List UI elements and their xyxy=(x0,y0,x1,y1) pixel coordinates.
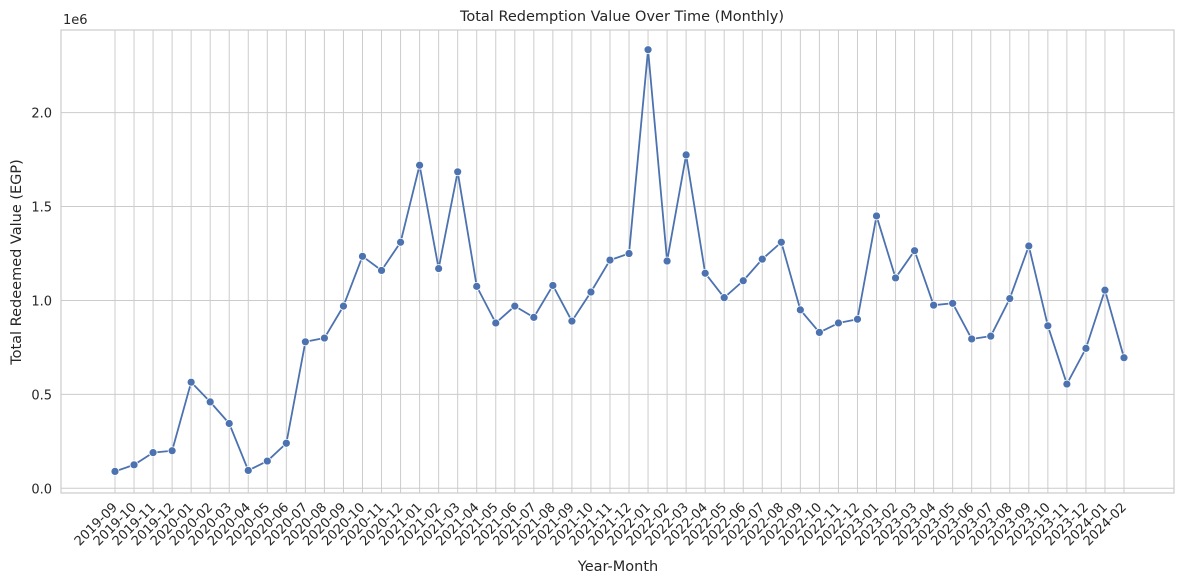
data-point xyxy=(300,337,310,347)
data-point xyxy=(853,314,862,324)
data-point xyxy=(643,45,653,55)
data-point xyxy=(339,301,348,311)
x-axis-label: Year-Month xyxy=(577,559,658,575)
data-point xyxy=(719,293,729,303)
data-point xyxy=(814,328,824,337)
data-point xyxy=(434,264,444,273)
data-point xyxy=(110,466,120,476)
data-point xyxy=(948,298,958,308)
data-point xyxy=(491,318,501,328)
y-tick-label: 0.5 xyxy=(31,388,52,403)
chart-title: Total Redemption Value Over Time (Monthl… xyxy=(459,9,784,25)
data-point xyxy=(415,160,425,170)
data-point xyxy=(205,397,215,407)
data-point xyxy=(929,300,939,310)
data-point xyxy=(320,333,329,343)
data-point xyxy=(529,312,539,322)
data-point xyxy=(358,251,367,261)
data-point xyxy=(453,167,463,177)
y-tick-label: 1.5 xyxy=(31,201,52,216)
data-point xyxy=(1081,343,1091,353)
data-point xyxy=(605,255,615,265)
y-offset-label: 1e6 xyxy=(63,13,88,28)
data-point xyxy=(281,438,291,448)
data-point xyxy=(700,268,710,278)
data-point xyxy=(624,249,634,258)
data-point xyxy=(910,246,919,256)
data-point xyxy=(757,254,767,264)
data-point xyxy=(186,377,196,387)
data-point xyxy=(472,281,482,291)
data-point xyxy=(891,273,900,283)
data-point xyxy=(377,266,386,275)
data-point xyxy=(396,237,405,247)
y-tick-label: 2.0 xyxy=(31,107,52,122)
data-point xyxy=(1024,241,1034,251)
y-tick-label: 0.0 xyxy=(31,482,52,497)
x-tick-labels: 2019-092019-102019-112019-122020-012020-… xyxy=(72,500,1130,549)
data-point xyxy=(224,419,234,428)
data-point xyxy=(1119,353,1129,363)
data-point xyxy=(1062,379,1072,389)
data-point xyxy=(243,466,253,475)
data-point xyxy=(986,331,996,341)
data-point xyxy=(167,446,177,456)
data-point xyxy=(834,318,843,328)
y-axis-label: Total Redeemed Value (EGP) xyxy=(9,159,25,366)
data-point xyxy=(776,237,786,247)
y-tick-labels: 0.0 0.5 1.0 1.5 2.0 xyxy=(31,107,52,498)
data-point xyxy=(548,281,558,290)
data-point xyxy=(148,448,158,458)
data-point xyxy=(567,316,577,326)
data-points xyxy=(110,45,1129,476)
data-point xyxy=(1005,294,1015,303)
data-point xyxy=(1043,321,1053,331)
data-point xyxy=(872,211,881,221)
data-point xyxy=(738,276,748,286)
data-point xyxy=(510,301,520,311)
data-point xyxy=(795,305,805,315)
data-point xyxy=(262,456,272,466)
data-point xyxy=(681,150,691,160)
data-point xyxy=(129,460,139,470)
plot-frame xyxy=(60,29,1175,494)
grid-lines xyxy=(61,30,1174,493)
data-point xyxy=(967,334,977,344)
data-point xyxy=(1100,285,1110,295)
data-point xyxy=(662,256,672,266)
data-point xyxy=(586,287,596,297)
y-tick-label: 1.0 xyxy=(31,294,52,309)
